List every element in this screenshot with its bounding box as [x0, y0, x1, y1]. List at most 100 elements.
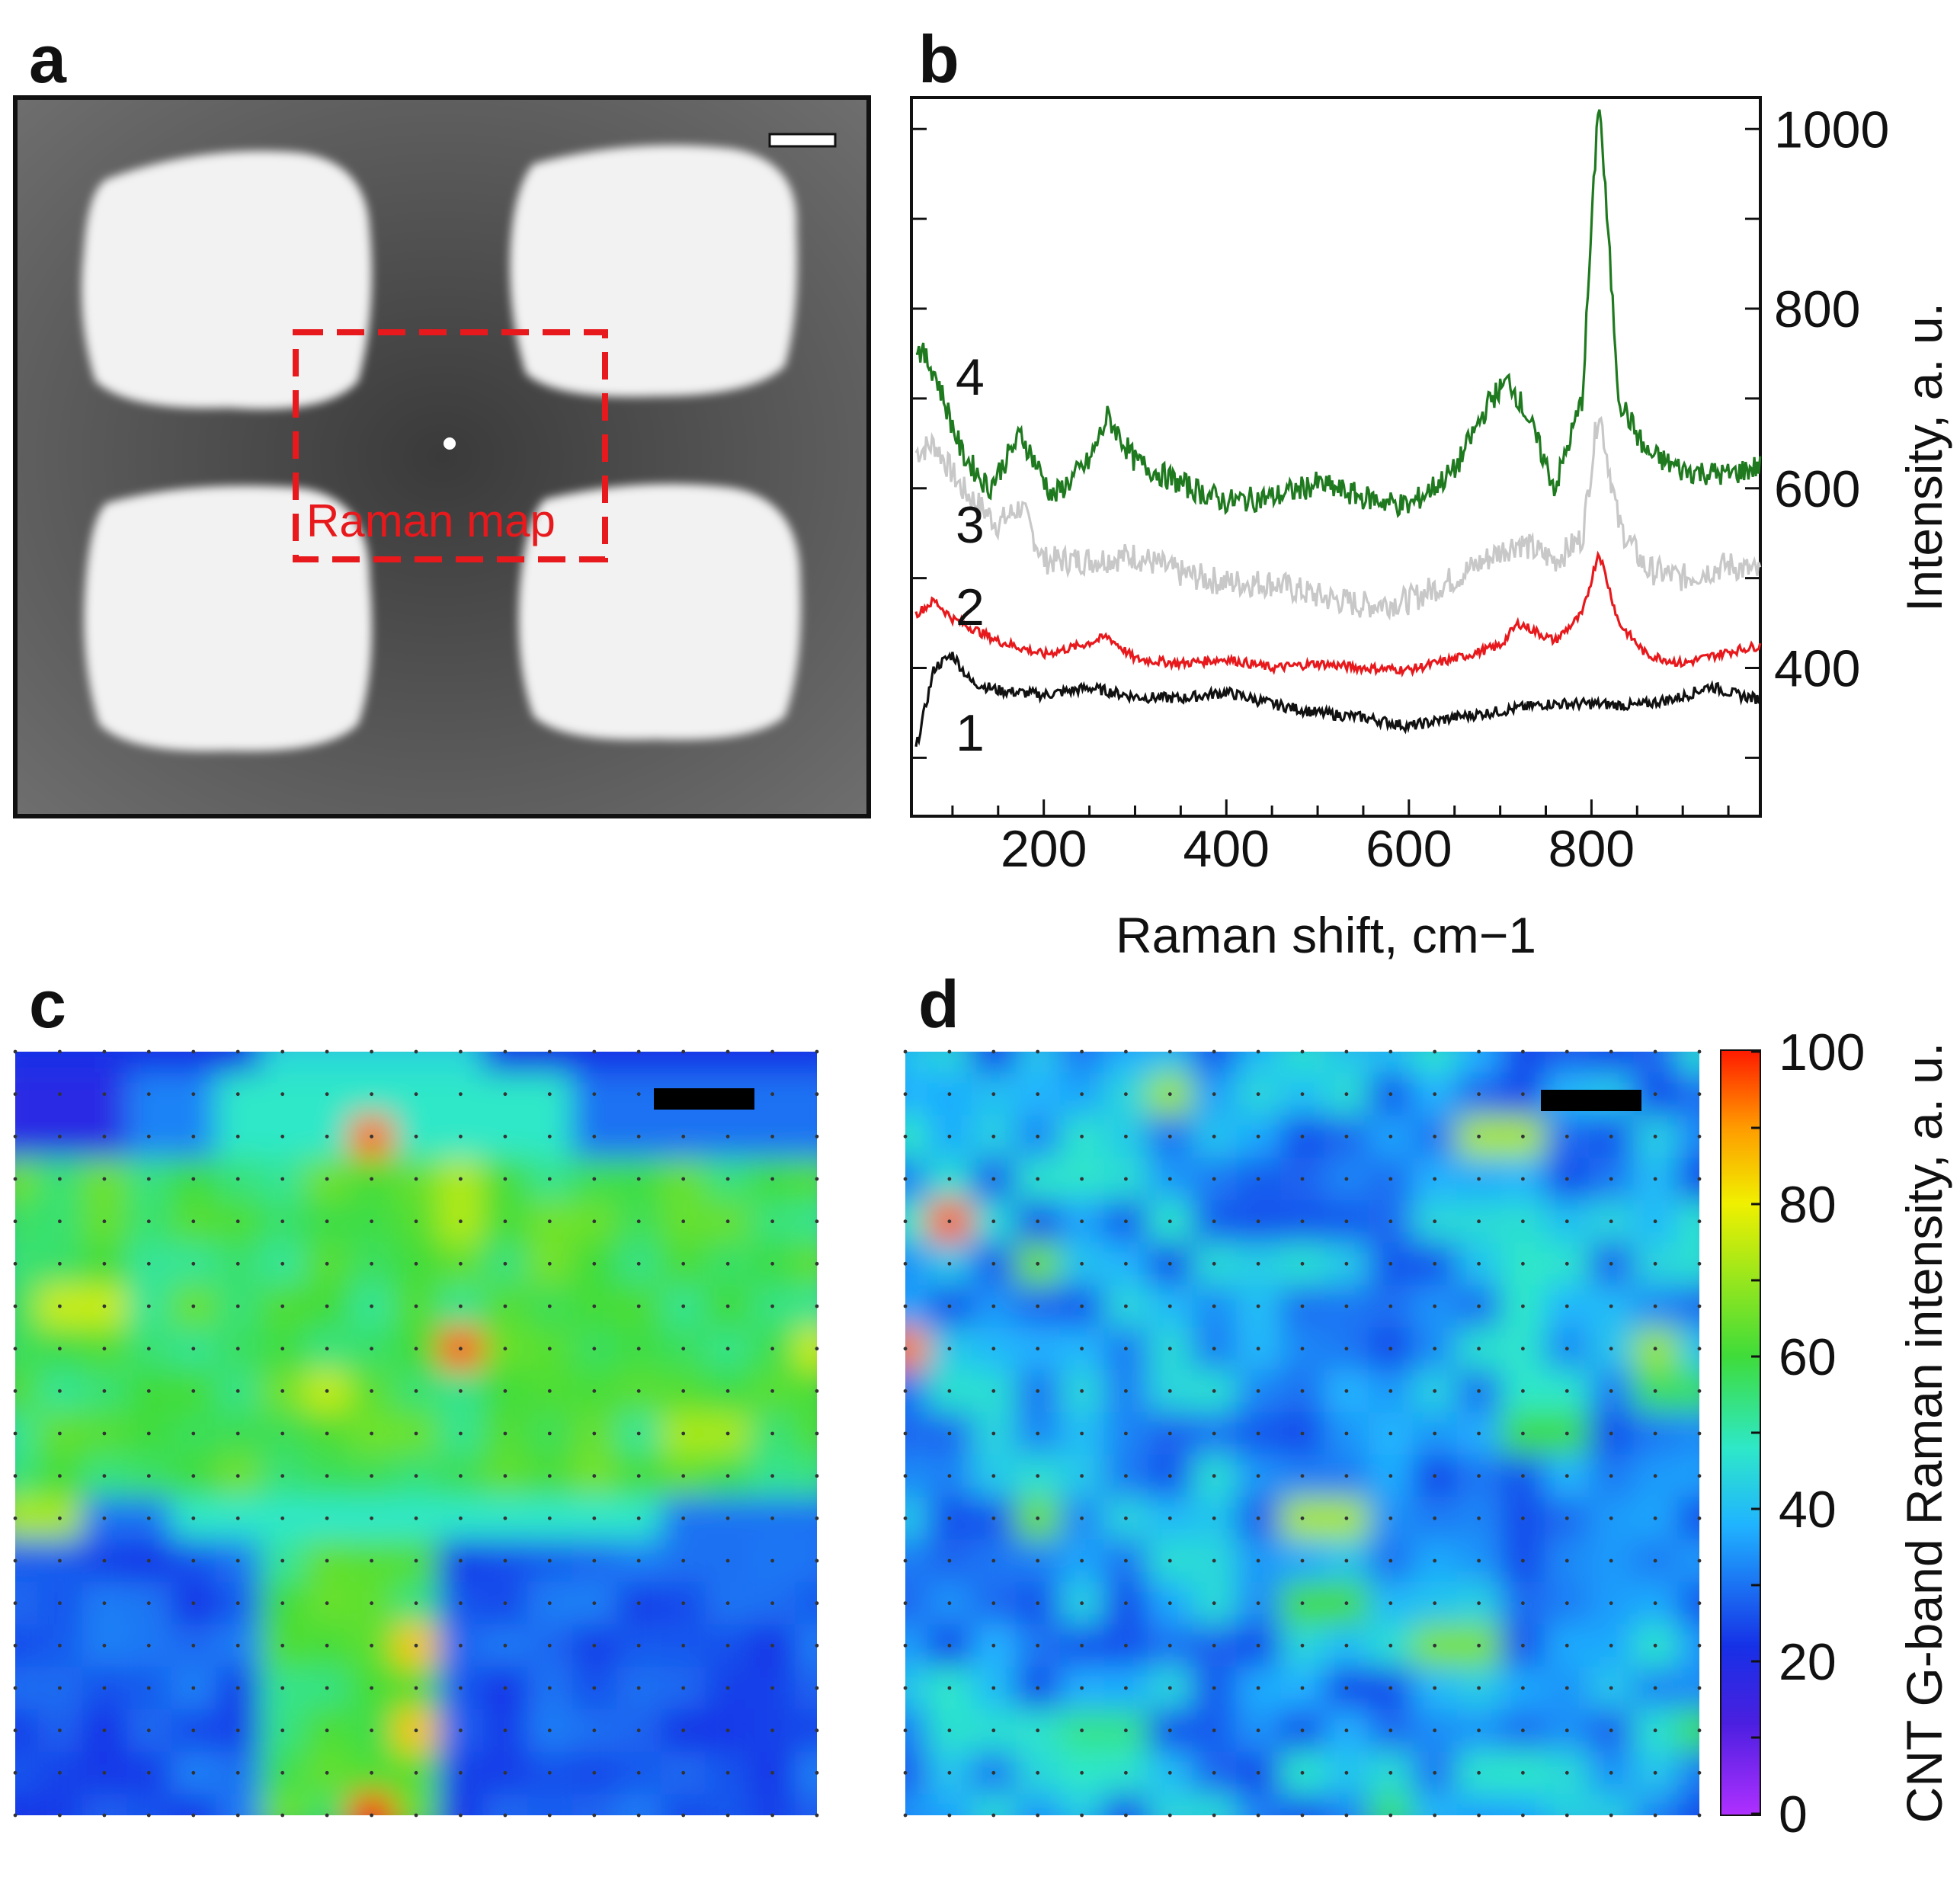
grid-point [770, 1389, 774, 1393]
grid-point [1036, 1643, 1040, 1648]
heat-cell [304, 1052, 351, 1074]
grid-point [1167, 1304, 1172, 1308]
grid-point [146, 1219, 151, 1224]
grid-point [1300, 1601, 1305, 1606]
heat-cell [1677, 1497, 1699, 1541]
grid-point [947, 1177, 952, 1181]
grid-point [13, 1516, 18, 1520]
grid-point [991, 1261, 996, 1266]
grid-point [414, 1558, 418, 1563]
heat-cell [1236, 1794, 1282, 1815]
grid-point [414, 1516, 418, 1520]
heat-cell [794, 1072, 817, 1116]
grid-point [681, 1770, 686, 1775]
grid-point [815, 1516, 819, 1520]
grid-point [547, 1049, 552, 1054]
grid-point [1080, 1686, 1084, 1690]
grid-point [503, 1813, 508, 1818]
heat-cell [1545, 1052, 1590, 1074]
grid-point [191, 1516, 196, 1520]
grid-point [681, 1261, 686, 1266]
heat-cell [750, 1794, 796, 1815]
heat-cell [1015, 1794, 1061, 1815]
grid-point [636, 1049, 641, 1054]
heat-cell [482, 1052, 529, 1074]
grid-point [1300, 1431, 1305, 1436]
grid-point [459, 1134, 463, 1139]
heat-cell [905, 1242, 928, 1286]
grid-point [1212, 1347, 1216, 1351]
grid-point [280, 1347, 285, 1351]
grid-point [1388, 1049, 1393, 1054]
heat-cell [794, 1412, 817, 1456]
heat-cell [1677, 1539, 1699, 1583]
heat-cell [1500, 1052, 1546, 1074]
grid-point [1388, 1601, 1393, 1606]
grid-point [414, 1134, 418, 1139]
grid-point [1124, 1686, 1128, 1690]
grid-point [414, 1347, 418, 1351]
grid-point [58, 1049, 62, 1054]
grid-point [280, 1389, 285, 1393]
grid-point [636, 1134, 641, 1139]
grid-point [770, 1770, 774, 1775]
grid-point [681, 1304, 686, 1308]
heat-cell [1059, 1794, 1105, 1815]
grid-point [325, 1813, 329, 1818]
grid-point [547, 1770, 552, 1775]
grid-point [1256, 1770, 1260, 1775]
grid-point [903, 1728, 908, 1733]
grid-point [146, 1728, 151, 1733]
grid-point [681, 1474, 686, 1478]
grid-point [1124, 1813, 1128, 1818]
grid-point [235, 1643, 240, 1648]
grid-point [1697, 1049, 1702, 1054]
grid-point [1477, 1134, 1481, 1139]
grid-point [1521, 1219, 1525, 1224]
grid-point [947, 1813, 952, 1818]
grid-point [815, 1686, 819, 1690]
grid-point [370, 1261, 373, 1266]
grid-point [1388, 1813, 1393, 1818]
grid-point [547, 1813, 552, 1818]
grid-point [947, 1474, 952, 1478]
heat-cell [482, 1794, 529, 1815]
grid-point [1080, 1092, 1084, 1097]
grid-point [1212, 1686, 1216, 1690]
electrode-pad-top-right [510, 145, 797, 397]
grid-point [459, 1813, 463, 1818]
heat-cell [1324, 1794, 1369, 1815]
nanowire-dot [444, 437, 456, 450]
grid-point [280, 1813, 285, 1818]
heat-cell [15, 1327, 39, 1371]
grid-point [547, 1474, 552, 1478]
grid-point [146, 1813, 151, 1818]
grid-point [1212, 1558, 1216, 1563]
heat-cell [1412, 1052, 1458, 1074]
grid-point [146, 1347, 151, 1351]
heat-cell [794, 1200, 817, 1244]
grid-point [1036, 1092, 1040, 1097]
grid-point [636, 1431, 641, 1436]
colorbar-tick-label: 0 [1779, 1786, 1808, 1843]
grid-point [1653, 1516, 1657, 1520]
grid-point [725, 1431, 730, 1436]
grid-point [280, 1601, 285, 1606]
y-axis-label: Intensity, a. u. [1896, 303, 1952, 612]
grid-point [1521, 1134, 1525, 1139]
grid-point [770, 1474, 774, 1478]
grid-point [1697, 1558, 1702, 1563]
grid-point [1167, 1770, 1172, 1775]
heat-cell [15, 1052, 39, 1074]
grid-point [991, 1643, 996, 1648]
heat-cell [905, 1624, 928, 1668]
grid-point [325, 1516, 329, 1520]
heat-cell [1456, 1794, 1502, 1815]
grid-point [1609, 1474, 1613, 1478]
grid-point [146, 1092, 151, 1097]
grid-point [1344, 1643, 1349, 1648]
grid-point [191, 1049, 196, 1054]
grid-point [414, 1049, 418, 1054]
grid-point [903, 1049, 908, 1054]
grid-point [1124, 1304, 1128, 1308]
